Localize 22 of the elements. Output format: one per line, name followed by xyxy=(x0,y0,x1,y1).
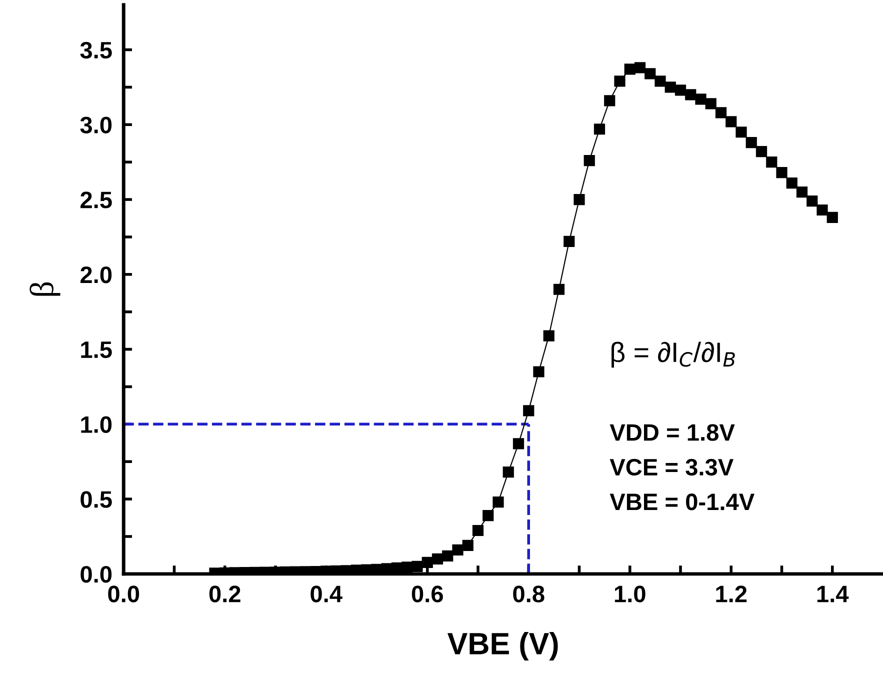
annotation: VBE = 0-1.4V xyxy=(610,494,754,510)
annotation: VCE = 3.3V xyxy=(610,458,734,476)
x-tick-label: 1.0 xyxy=(614,586,646,602)
y-tick-label: 2.0 xyxy=(80,266,112,284)
y-tick-label: 3.0 xyxy=(80,116,112,134)
x-tick-label: 0.6 xyxy=(412,586,443,602)
x-tick-label: 1.2 xyxy=(716,586,747,602)
y-tick-label: 0.0 xyxy=(80,566,112,583)
annotation: β = ∂I$_{C}$/∂I$_{B}$ xyxy=(612,342,735,368)
y-axis-title: β xyxy=(30,282,60,296)
y-tick-label: 0.5 xyxy=(80,491,112,508)
y-tick-label: 1.5 xyxy=(81,342,112,358)
x-tick-label: 0.2 xyxy=(209,586,240,602)
y-tick-label: 2.5 xyxy=(80,192,112,208)
annotation: VDD = 1.8V xyxy=(610,424,735,441)
y-tick-label: 1.0 xyxy=(81,416,112,433)
x-tick-label: 0.4 xyxy=(310,586,342,602)
x-tick-label: 0.0 xyxy=(108,586,140,602)
x-tick-label: 1.4 xyxy=(817,586,849,602)
x-tick-label: 0.8 xyxy=(513,586,544,602)
x-axis-title: VBE (V) xyxy=(447,632,558,661)
y-tick-label: 3.5 xyxy=(80,42,112,59)
